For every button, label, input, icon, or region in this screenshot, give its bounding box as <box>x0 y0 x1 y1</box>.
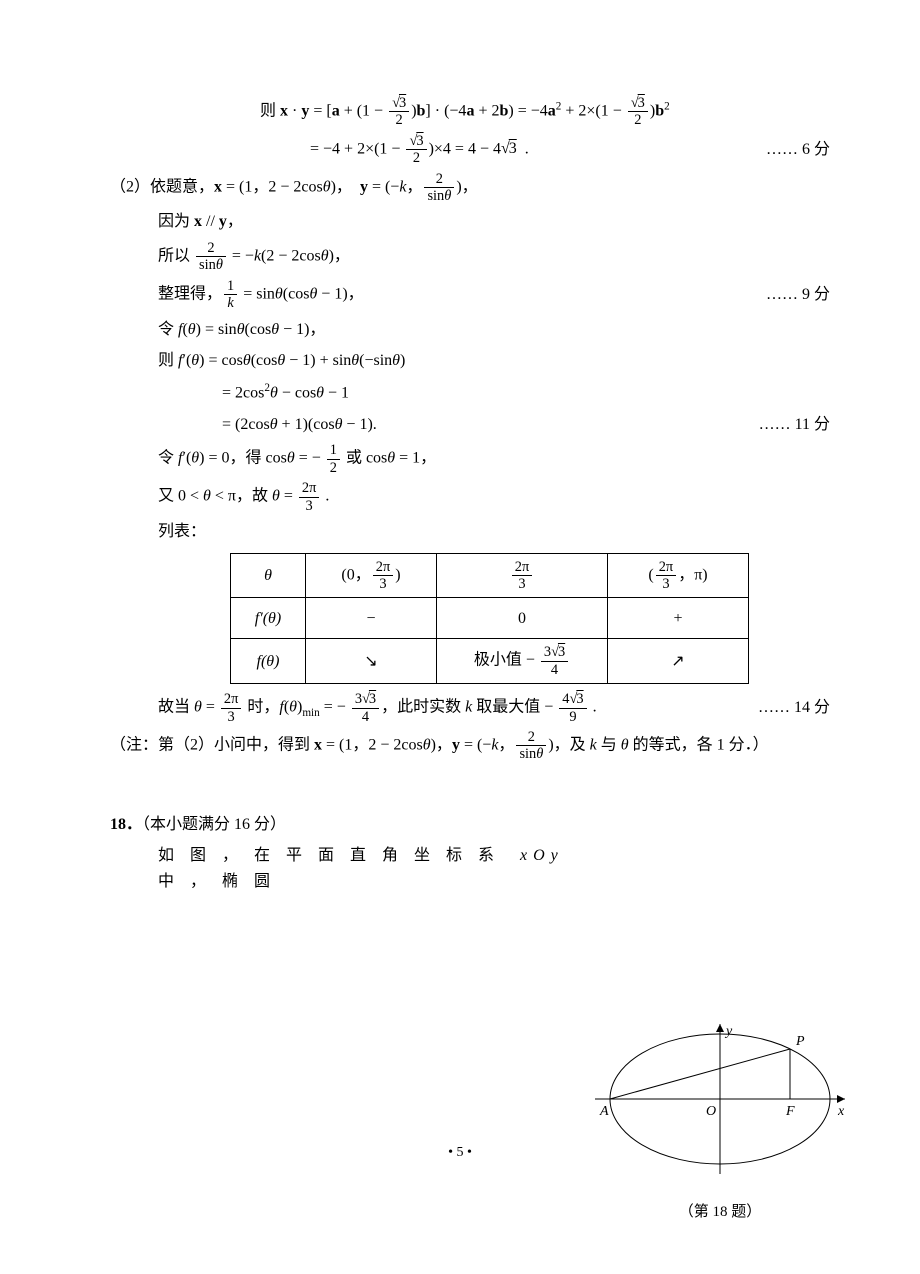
p2-letf: 令 f(θ) = sinθ(cosθ − 1)， <box>110 317 830 343</box>
p2-roots: 令 f′(θ) = 0，得 cosθ = − 12 或 cosθ = 1， <box>110 443 830 475</box>
eq1: 则 x · y = [a + (1 − 32)b] · (−4a + 2b) =… <box>110 96 830 128</box>
table-row: f′(θ) − 0 + <box>231 598 749 639</box>
q18-head: 18．（本小题满分 16 分） <box>110 812 830 838</box>
ellipse-diagram: y x A O F P <box>590 1019 850 1189</box>
figure-18: y x A O F P （第 18 题） <box>590 1019 850 1224</box>
p2-intro: （2）依题意，x = (1，2 − 2cosθ)， y = (−k，2sinθ)… <box>110 172 830 204</box>
sign-table: θ (0，2π3) 2π3 (2π3，π) f′(θ) − 0 + f(θ) ↘… <box>230 553 749 685</box>
p2-sort: 整理得，1k = sinθ(cosθ − 1)， …… 9 分 <box>110 279 830 311</box>
svg-text:y: y <box>724 1024 733 1039</box>
eq1-cont-line: = −4 + 2×(1 − 32)×4 = 4 − 43 . …… 6 分 <box>110 134 830 166</box>
score-14: …… 14 分 <box>758 695 830 721</box>
svg-text:P: P <box>795 1034 805 1049</box>
question-18: 18．（本小题满分 16 分） 如 图 ， 在 平 面 直 角 坐 标 系 xO… <box>110 812 830 895</box>
p2-table-label: 列表： <box>110 519 830 545</box>
p2-because: 因为 x // y， <box>110 209 830 235</box>
p2-fprime2: = 2cos2θ − cosθ − 1 <box>110 380 830 406</box>
svg-text:F: F <box>785 1104 795 1119</box>
score-9: …… 9 分 <box>766 282 830 308</box>
table-row: θ (0，2π3) 2π3 (2π3，π) <box>231 553 749 598</box>
page: 则 x · y = [a + (1 − 32)b] · (−4a + 2b) =… <box>0 0 920 1274</box>
score-6: …… 6 分 <box>766 137 830 163</box>
svg-text:A: A <box>599 1104 609 1119</box>
p2-fprime: 则 f′(θ) = cosθ(cosθ − 1) + sinθ(−sinθ) <box>110 348 830 374</box>
eq1-cont: = −4 + 2×(1 − 32)×4 = 4 − 43 . <box>110 134 766 166</box>
svg-text:O: O <box>706 1104 716 1119</box>
eq1-text: 则 x · y = [a + (1 − 32)b] · (−4a + 2b) =… <box>260 96 830 128</box>
figure-caption: （第 18 题） <box>590 1200 850 1224</box>
score-11: …… 11 分 <box>759 412 830 438</box>
note: （注：第（2）小问中，得到 x = (1，2 − 2cosθ)，y = (−k，… <box>110 730 830 762</box>
svg-text:x: x <box>837 1104 845 1119</box>
p2-fprime3: = (2cosθ + 1)(cosθ − 1). …… 11 分 <box>110 412 830 438</box>
table-row: f(θ) ↘ 极小值 − 334 ↗ <box>231 639 749 684</box>
p2-range: 又 0 < θ < π，故 θ = 2π3 . <box>110 481 830 513</box>
q18-body: 如 图 ， 在 平 面 直 角 坐 标 系 xOy 中 ， 椭 圆 <box>110 843 598 894</box>
p2-final: 故当 θ = 2π3 时，f(θ)min = − 334，此时实数 k 取最大值… <box>110 692 830 724</box>
p2-so: 所以 2sinθ = −k(2 − 2cosθ)， <box>110 241 830 273</box>
